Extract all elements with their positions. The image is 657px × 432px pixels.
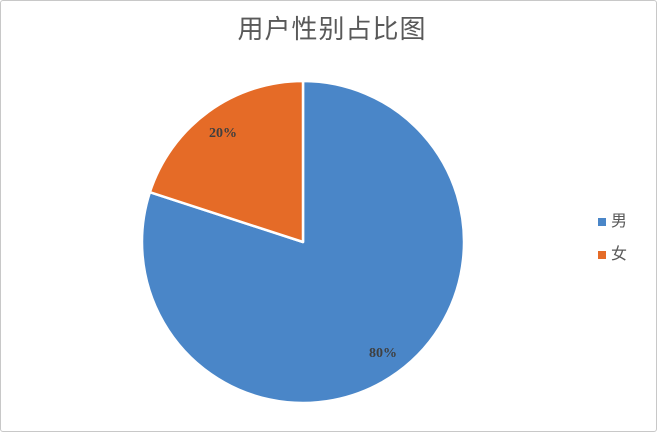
legend-swatch-female-icon <box>598 250 606 259</box>
legend: 男 女 <box>598 213 627 263</box>
legend-label-female: 女 <box>611 246 628 263</box>
legend-swatch-male-icon <box>598 217 606 226</box>
pie-slice-female <box>148 79 305 244</box>
data-label-female: 20% <box>209 126 237 141</box>
legend-label-male: 男 <box>611 213 628 230</box>
legend-item-male: 男 <box>598 213 627 230</box>
chart-title: 用户性别占比图 <box>237 15 427 44</box>
data-label-male: 80% <box>369 346 397 361</box>
legend-item-female: 女 <box>598 246 627 263</box>
